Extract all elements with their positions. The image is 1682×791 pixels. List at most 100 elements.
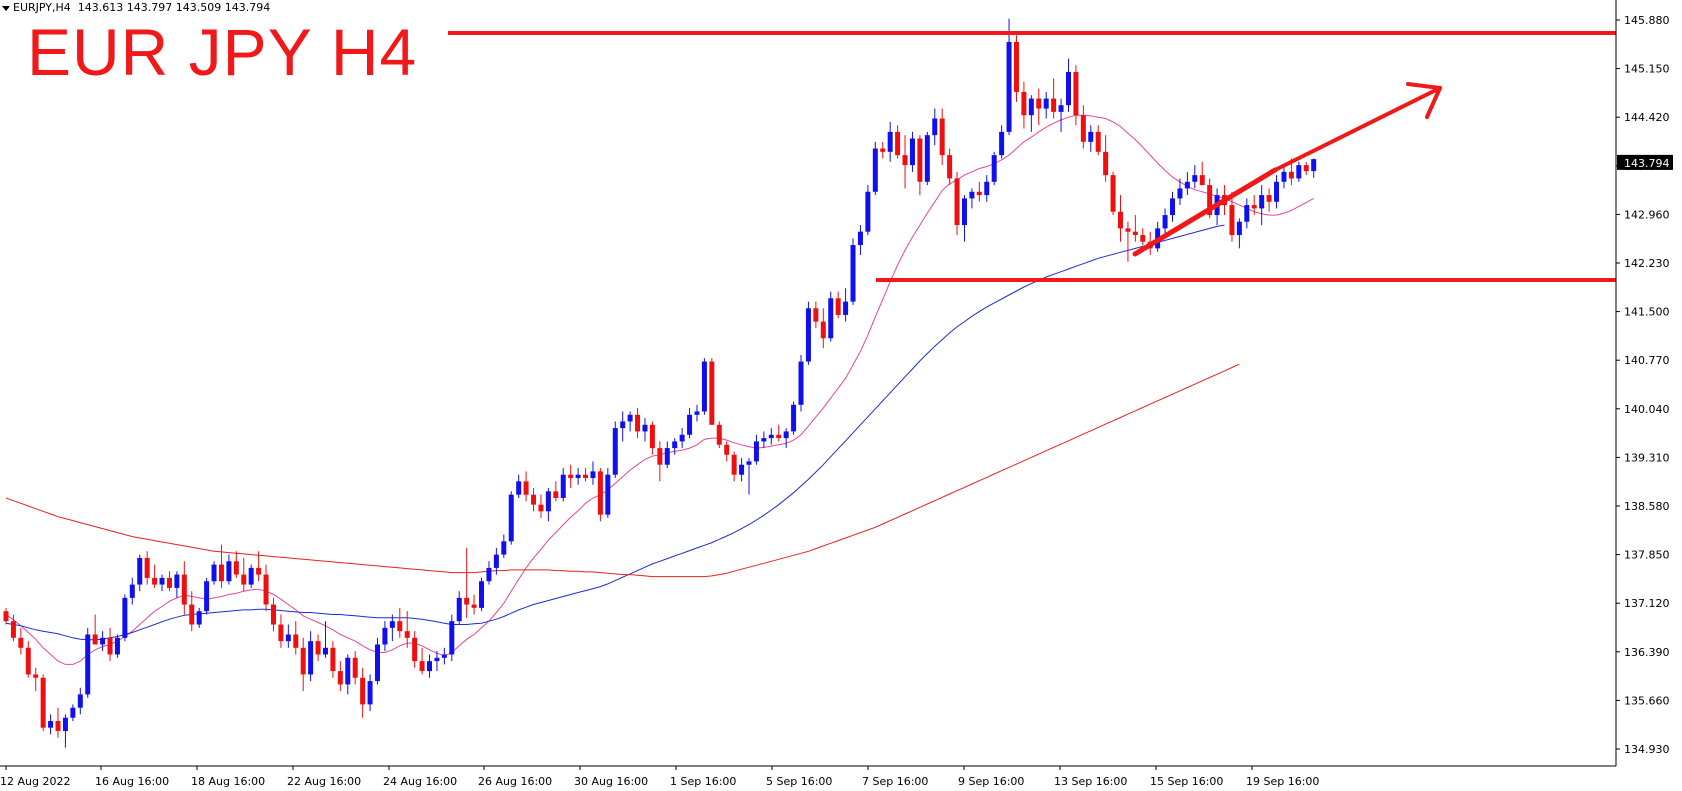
candle-body — [865, 191, 871, 232]
candle-body — [635, 414, 641, 432]
chart-header: EURJPY,H4 143.613 143.797 143.509 143.79… — [2, 1, 270, 14]
candle-body — [33, 674, 39, 678]
price-tick-label: 142.230 — [1624, 257, 1670, 270]
candle-body — [1259, 195, 1265, 209]
candle-body — [389, 621, 395, 628]
candle-body — [263, 574, 269, 605]
candle-body — [1229, 205, 1235, 236]
candle-body — [189, 604, 195, 625]
candle-body — [270, 604, 276, 625]
candle-body — [1006, 41, 1012, 132]
candle-body — [1028, 98, 1034, 116]
candle-body — [1303, 165, 1309, 172]
candle-body — [642, 424, 648, 432]
candle-body — [1021, 91, 1027, 116]
time-tick-label: 22 Aug 16:00 — [287, 775, 361, 788]
candle-body — [516, 481, 522, 495]
price-tick-label: 145.150 — [1624, 63, 1670, 76]
candle-body — [226, 561, 232, 582]
candle-body — [746, 461, 752, 465]
candle-body — [538, 504, 544, 512]
candle-body — [575, 474, 581, 479]
candle-body — [1162, 215, 1168, 229]
candle-body — [850, 245, 856, 302]
candle-body — [880, 148, 886, 152]
candle-body — [523, 481, 529, 495]
candle-body — [1288, 171, 1294, 179]
candle-body — [92, 634, 98, 645]
candle-body — [345, 657, 351, 685]
candle-body — [55, 721, 61, 732]
annotation-layer — [448, 31, 1616, 282]
candle-body — [25, 647, 31, 675]
symbol-info: EURJPY,H4 — [13, 1, 71, 14]
time-axis[interactable]: 12 Aug 2022 16 Aug 16:00 18 Aug 16:00 22 Au… — [0, 766, 1319, 788]
candle-body — [1296, 165, 1302, 179]
candle-body — [419, 661, 425, 672]
price-axis[interactable]: 145.880145.150144.420143.690142.960142.2… — [1616, 14, 1673, 756]
moving-average-lines — [5, 114, 1314, 665]
candle-body — [315, 641, 321, 655]
time-tick-label: 18 Aug 16:00 — [191, 775, 265, 788]
candle-body — [1274, 181, 1280, 202]
time-tick-label: 19 Sep 16:00 — [1246, 775, 1319, 788]
candle-body — [687, 414, 693, 435]
candle-body — [939, 118, 945, 156]
candle-body — [1036, 98, 1042, 109]
candle-body — [397, 621, 403, 632]
candle-body — [456, 597, 462, 622]
candle-body — [159, 577, 165, 585]
candle-body — [969, 191, 975, 199]
candle-body — [531, 494, 537, 505]
candle-body — [716, 424, 722, 445]
price-tick-label: 139.310 — [1624, 451, 1670, 464]
price-tick-label: 137.120 — [1624, 597, 1670, 610]
ohlc-values: 143.613 143.797 143.509 143.794 — [77, 1, 271, 14]
candle-body — [174, 574, 180, 588]
candle-body — [471, 604, 477, 608]
candle-body — [1051, 98, 1057, 112]
candle-body — [649, 424, 655, 449]
price-tick-label: 136.390 — [1624, 646, 1670, 659]
candle-body — [1236, 221, 1242, 236]
candle-body — [337, 671, 343, 685]
candle-body — [902, 155, 908, 166]
candle-body — [1095, 131, 1101, 152]
candle-body — [976, 191, 982, 196]
candle-body — [1013, 41, 1019, 92]
candle-body — [932, 118, 938, 136]
candle-body — [917, 138, 923, 182]
candle-body — [1170, 198, 1176, 216]
collapse-triangle-icon[interactable] — [2, 5, 10, 11]
candle-body — [166, 577, 172, 588]
candle-body — [805, 308, 811, 362]
candle-body — [560, 474, 566, 499]
candle-body — [1177, 188, 1183, 199]
candle-body — [620, 421, 626, 429]
candle-body — [813, 308, 819, 322]
candle-body — [367, 681, 373, 705]
candle-body — [783, 431, 789, 439]
candle-body — [3, 611, 9, 622]
candle-body — [545, 491, 551, 512]
candle-body — [308, 641, 314, 675]
candle-body — [18, 637, 24, 648]
time-tick-label: 15 Sep 16:00 — [1150, 775, 1223, 788]
moving-average-line-2 — [5, 224, 1225, 641]
candle-body — [1110, 175, 1116, 212]
candle-body — [1132, 231, 1138, 236]
trend-arrow-head — [1406, 82, 1442, 119]
candle-body — [1199, 175, 1205, 186]
candle-body — [1244, 205, 1250, 222]
candle-body — [285, 634, 291, 642]
candle-body — [991, 155, 997, 182]
chart-annotation-title: EUR JPY H4 — [27, 15, 418, 89]
candle-body — [144, 557, 150, 578]
candle-body — [70, 707, 76, 718]
candle-body — [256, 567, 262, 575]
candle-body — [791, 404, 797, 432]
candle-body — [322, 647, 328, 655]
moving-average-line-3 — [5, 363, 1240, 578]
price-tick-label: 145.880 — [1624, 14, 1670, 27]
